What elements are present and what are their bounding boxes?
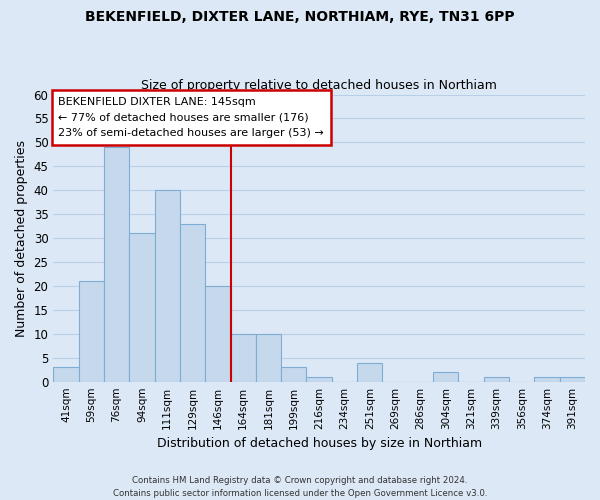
Bar <box>560 377 585 382</box>
Bar <box>535 377 560 382</box>
Bar <box>307 377 332 382</box>
Bar <box>104 147 129 382</box>
Bar <box>155 190 180 382</box>
Bar <box>484 377 509 382</box>
Bar <box>256 334 281 382</box>
X-axis label: Distribution of detached houses by size in Northiam: Distribution of detached houses by size … <box>157 437 482 450</box>
Text: BEKENFIELD, DIXTER LANE, NORTHIAM, RYE, TN31 6PP: BEKENFIELD, DIXTER LANE, NORTHIAM, RYE, … <box>85 10 515 24</box>
Y-axis label: Number of detached properties: Number of detached properties <box>15 140 28 336</box>
Bar <box>205 286 230 382</box>
Text: Contains HM Land Registry data © Crown copyright and database right 2024.
Contai: Contains HM Land Registry data © Crown c… <box>113 476 487 498</box>
Bar <box>180 224 205 382</box>
Bar <box>129 234 155 382</box>
Text: BEKENFIELD DIXTER LANE: 145sqm
← 77% of detached houses are smaller (176)
23% of: BEKENFIELD DIXTER LANE: 145sqm ← 77% of … <box>58 97 324 138</box>
Bar <box>357 362 382 382</box>
Title: Size of property relative to detached houses in Northiam: Size of property relative to detached ho… <box>141 79 497 92</box>
Bar <box>79 281 104 382</box>
Bar <box>433 372 458 382</box>
Bar <box>53 368 79 382</box>
Bar <box>230 334 256 382</box>
Bar <box>281 368 307 382</box>
